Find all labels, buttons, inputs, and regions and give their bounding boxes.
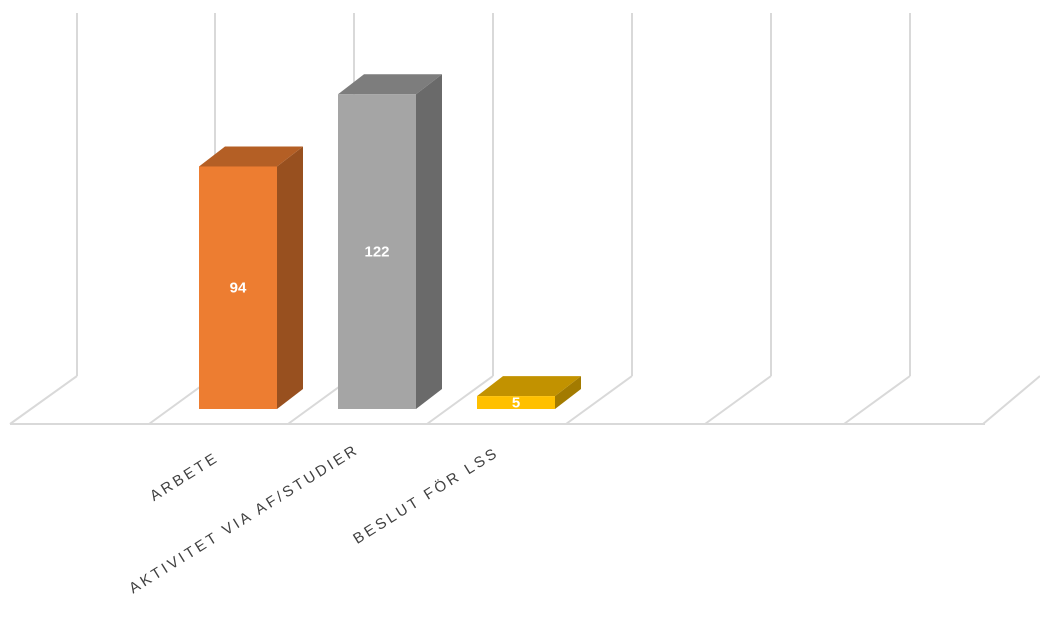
bar-front-face: [477, 396, 555, 409]
bar-top-face: [477, 376, 581, 397]
gridline-floor: [565, 375, 633, 425]
bar: 94: [199, 146, 303, 410]
bar-front-face: [338, 94, 416, 410]
bar: 5: [477, 376, 581, 412]
gridline-floor: [982, 375, 1040, 425]
chart-gridlines: [9, 13, 1040, 425]
data-label: 5: [512, 395, 520, 412]
gridline-floor: [9, 375, 78, 425]
gridline-floor: [843, 375, 911, 425]
chart-bars: 94 122 5: [199, 74, 581, 412]
category-label: BESLUT FÖR LSS: [350, 443, 502, 548]
bar-front-face: [199, 166, 277, 409]
bar-side-face: [416, 74, 442, 410]
bar-side-face: [555, 376, 581, 409]
category-label: ARBETE: [147, 449, 222, 505]
bar-top-face: [338, 74, 442, 95]
data-label: 122: [364, 244, 389, 261]
gridline-floor: [704, 375, 772, 425]
bar: 122: [338, 74, 442, 410]
data-label: 94: [230, 280, 247, 297]
gridline-floor: [426, 375, 494, 425]
bar-side-face: [277, 146, 303, 410]
category-label: AKTIVITET VIA AF/STUDIER: [126, 441, 362, 597]
bar-top-face: [199, 146, 303, 167]
